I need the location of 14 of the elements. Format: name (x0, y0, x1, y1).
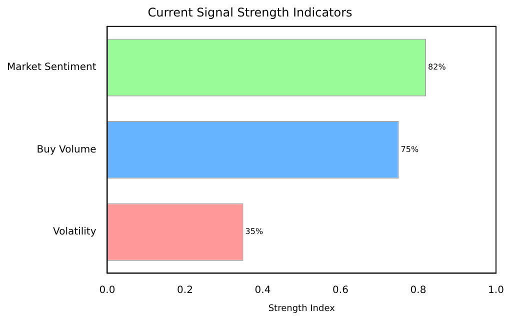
y-tick-label: Market Sentiment (6, 62, 96, 74)
y-tick-label: Volatility (53, 226, 96, 238)
x-tick-label: 1.0 (488, 284, 504, 296)
x-tick-label: 0.2 (177, 284, 193, 296)
y-tick-label: Buy Volume (36, 144, 96, 156)
data-label: 82% (428, 62, 446, 72)
x-tick-label: 0.6 (332, 284, 348, 296)
data-label: 35% (245, 227, 264, 236)
x-axis-title: Strength Index (268, 304, 336, 314)
x-tick-label: 0.4 (254, 284, 271, 296)
chart-title: Current Signal Strength Indicators (148, 5, 352, 20)
x-tick-label: 0.8 (410, 284, 426, 296)
x-tick-label: 0.0 (99, 284, 116, 296)
data-label: 75% (400, 144, 419, 154)
